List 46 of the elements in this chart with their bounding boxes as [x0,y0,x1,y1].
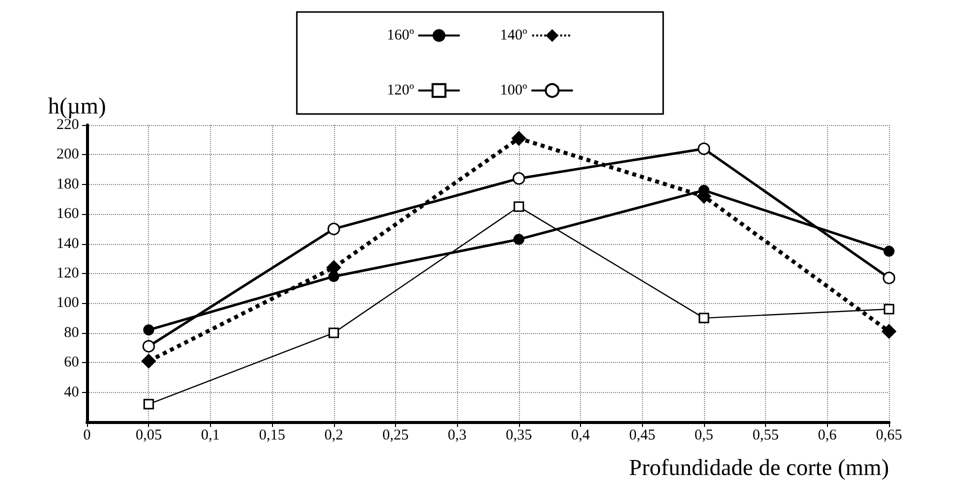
x-tick-label: 0,35 [506,428,532,444]
y-tick-label: 220 [56,117,79,133]
x-tick-label: 0,65 [876,428,902,444]
x-tick-label: 0,05 [136,428,162,444]
y-tick-label: 40 [64,384,79,400]
point [884,304,894,314]
x-tick-label: 0,3 [448,428,467,444]
y-tick-label: 160 [56,206,79,222]
y-tick-label: 120 [56,266,79,282]
x-tick-label: 0,4 [571,428,590,444]
legend-label: 140º [500,28,528,44]
point [882,324,896,339]
point [142,340,155,353]
x-axis-title: Profundidade de corte (mm) [629,455,889,480]
x-tick-label: 0,55 [752,428,779,444]
y-tick-label: 60 [64,354,79,371]
point [698,142,710,156]
point [328,222,340,236]
legend-label: 120º [386,82,414,98]
y-tick-label: 140 [56,236,79,252]
y-tick-label: 100 [56,295,79,312]
x-tick-label: 0,6 [818,428,838,444]
x-tick-label: 0,45 [629,428,656,444]
point [511,130,526,146]
point [143,324,154,336]
y-tick-label: 80 [64,324,79,341]
point [141,354,156,369]
point [328,328,340,338]
legend-label: 160º [386,28,414,44]
point [698,312,710,324]
x-tick-label: 0,5 [694,428,714,444]
y-tick-label: 200 [56,146,79,163]
point [882,272,896,284]
x-tick-label: 0,15 [258,428,286,444]
point [513,234,524,245]
point [512,172,526,185]
legend-label: 100º [500,82,528,98]
point [884,246,894,257]
x-tick-label: 0,1 [201,428,220,444]
x-tick-label: 0 [83,428,91,444]
y-tick-label: 180 [56,176,79,192]
y-axis-title: h(µm) [48,94,106,119]
x-tick-label: 0,25 [382,428,409,444]
point [514,201,524,212]
point [143,398,154,410]
x-tick-label: 0,2 [324,428,344,444]
